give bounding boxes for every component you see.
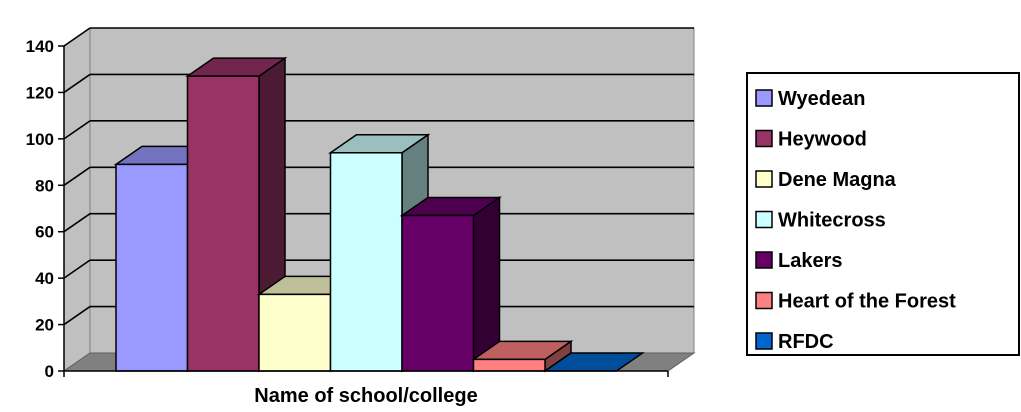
gridline-side xyxy=(63,166,91,186)
legend-swatch xyxy=(755,332,773,350)
bar xyxy=(399,196,502,373)
bar-front xyxy=(186,75,260,372)
legend-swatch xyxy=(755,129,773,148)
legend-box xyxy=(746,72,1020,356)
legend-swatch xyxy=(755,210,773,229)
legend-label: RFDC xyxy=(778,331,834,353)
legend-label: Whitecross xyxy=(778,210,886,232)
legend-label: Lakers xyxy=(778,250,843,272)
legend-label: Heart of the Forest xyxy=(778,291,956,313)
bar xyxy=(471,339,574,373)
y-tick-label: 120 xyxy=(26,83,54,102)
legend-swatch xyxy=(755,251,773,269)
gridline-side xyxy=(63,259,91,279)
x-axis-title: Name of school/college xyxy=(254,385,477,407)
y-axis: 0 20 40 60 80 100 120 140 xyxy=(26,37,65,381)
y-tick-label: 20 xyxy=(35,316,54,335)
gridline-side xyxy=(63,120,91,140)
y-tick-label: 0 xyxy=(45,362,54,381)
y-tick-label: 60 xyxy=(35,223,54,242)
gridline-side xyxy=(63,305,91,326)
legend-swatch xyxy=(755,89,773,107)
gridline-side xyxy=(63,213,91,233)
legend-label: Dene Magna xyxy=(778,169,897,191)
x-axis xyxy=(63,370,669,377)
bars xyxy=(113,56,645,373)
bar-front xyxy=(401,214,475,372)
y-tick-label: 80 xyxy=(35,176,54,195)
legend-label: Wyedean xyxy=(778,88,865,110)
bar-front xyxy=(258,293,332,372)
y-tick-label: 140 xyxy=(26,37,54,56)
legend-swatch xyxy=(755,291,773,310)
bar-front xyxy=(472,358,546,372)
bar-front xyxy=(329,152,403,372)
gridline-side xyxy=(63,27,91,47)
legend-swatch xyxy=(755,170,773,188)
side-wall xyxy=(63,27,91,372)
legend: Wyedean Heywood Dene Magna Whitecross Lakers… xyxy=(746,72,1020,356)
legend-label: Heywood xyxy=(778,129,867,151)
gridline-side xyxy=(63,73,91,94)
bar-front xyxy=(115,163,189,372)
y-tick-label: 100 xyxy=(26,130,54,149)
y-tick-label: 40 xyxy=(35,269,54,288)
